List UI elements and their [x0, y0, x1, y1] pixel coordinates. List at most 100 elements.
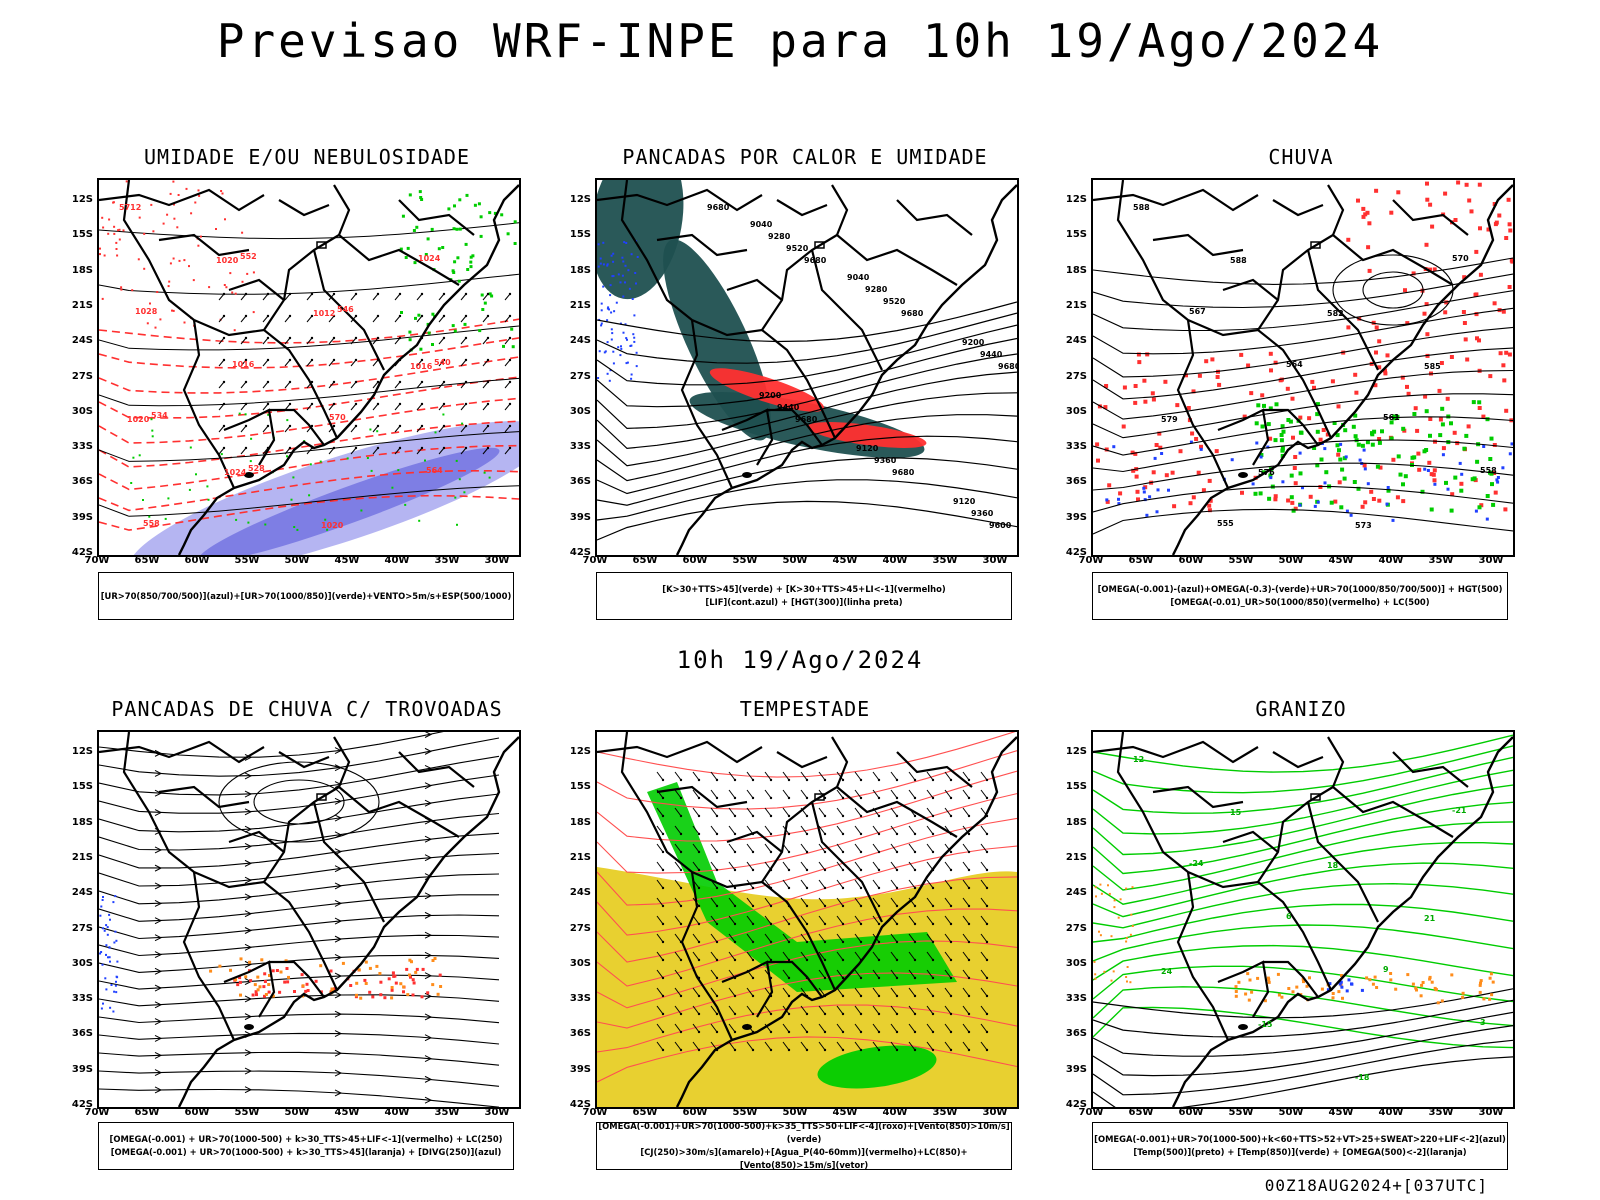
- wind-vector-head: [787, 796, 791, 800]
- field-dot: [455, 227, 459, 231]
- contour-value-label: 15: [1230, 808, 1242, 817]
- field-dot: [1490, 993, 1494, 997]
- border-line: [338, 786, 460, 838]
- field-dot: [1501, 309, 1506, 314]
- field-dot: [1363, 500, 1368, 505]
- wind-vector: [674, 1041, 682, 1051]
- wind-vector-head: [679, 814, 683, 818]
- field-dot: [1475, 336, 1479, 341]
- wind-vector: [240, 293, 247, 301]
- wind-vector-head: [442, 336, 446, 340]
- field-dot: [383, 996, 387, 1000]
- contour-value-label: 1016: [410, 362, 433, 371]
- field-dot: [319, 460, 322, 463]
- field-dot: [1108, 892, 1111, 895]
- field-dot: [452, 271, 456, 274]
- wind-vector-head: [715, 976, 719, 980]
- wind-vector: [782, 933, 790, 943]
- contour-line: [1093, 307, 1513, 355]
- longitude-tick-label: 35W: [1428, 555, 1454, 566]
- wind-vector-head: [769, 796, 773, 800]
- wind-vector-head: [805, 850, 809, 854]
- field-dot: [1385, 502, 1389, 506]
- field-dot: [106, 933, 109, 936]
- panel-title: CHUVA: [1268, 145, 1334, 169]
- wind-vector-head: [697, 886, 701, 890]
- field-dot: [412, 981, 416, 985]
- wind-vector: [872, 789, 880, 799]
- field-dot: [1467, 198, 1472, 203]
- contour-line: [99, 273, 519, 295]
- field-dot: [1341, 996, 1344, 1000]
- wind-vector-head: [697, 904, 701, 908]
- wind-vector-head: [985, 940, 989, 944]
- wind-vector: [818, 861, 826, 871]
- wind-vector: [890, 933, 898, 943]
- contour-line: [597, 732, 1016, 778]
- wind-vector-head: [805, 922, 809, 926]
- field-dot: [1157, 431, 1162, 436]
- field-dot: [108, 913, 111, 916]
- field-dot: [1477, 338, 1481, 343]
- border-line: [767, 960, 823, 998]
- streamline-arrow: [154, 882, 163, 890]
- map-plot: [595, 730, 1019, 1109]
- field-dot: [1156, 488, 1160, 492]
- wind-vector: [800, 897, 808, 907]
- wind-vector: [926, 879, 934, 889]
- field-dot: [1103, 405, 1108, 410]
- wind-vector-head: [288, 424, 292, 428]
- wind-vector: [262, 315, 269, 323]
- wind-vector-head: [949, 850, 953, 854]
- longitude-tick-label: 55W: [732, 555, 758, 566]
- field-dot: [286, 455, 288, 458]
- field-dot: [1424, 448, 1429, 452]
- wind-vector-head: [931, 976, 935, 980]
- wind-vector: [800, 933, 808, 943]
- field-dot: [376, 430, 379, 433]
- contour-line: [597, 1036, 1017, 1083]
- field-dot: [287, 975, 290, 979]
- latitude-tick-label: 39S: [569, 1063, 591, 1075]
- field-dot: [1315, 402, 1320, 407]
- field-dot: [1403, 288, 1407, 293]
- wind-vector-head: [949, 814, 953, 818]
- wind-vector: [328, 425, 335, 433]
- wind-vector: [504, 403, 511, 411]
- wind-vector: [782, 771, 790, 781]
- wind-vector: [980, 825, 988, 835]
- field-dot: [1428, 417, 1433, 421]
- field-dot: [1335, 433, 1340, 438]
- wind-vector-head: [679, 1012, 683, 1016]
- field-dot: [606, 263, 609, 266]
- wind-vector: [890, 861, 898, 871]
- field-dot: [622, 331, 625, 334]
- field-dot: [1280, 448, 1285, 453]
- wind-vector-head: [949, 778, 953, 782]
- field-dot: [478, 329, 482, 333]
- lake-shape: [244, 472, 254, 478]
- wind-vector: [674, 879, 682, 889]
- field-dot: [252, 311, 255, 314]
- latitude-tick-label: 36S: [71, 1028, 93, 1040]
- wind-vector-head: [288, 446, 292, 450]
- wind-vector: [854, 1041, 862, 1051]
- field-dot: [412, 229, 416, 232]
- lake-shape: [742, 472, 752, 478]
- wind-vector: [800, 1023, 808, 1033]
- field-dot: [390, 988, 394, 992]
- contour-line: [1093, 1006, 1513, 1049]
- wind-vector: [800, 825, 808, 835]
- latitude-tick-label: 27S: [1065, 922, 1087, 934]
- lake-shape: [814, 793, 825, 801]
- field-dot: [608, 379, 611, 382]
- field-dot: [602, 263, 605, 266]
- wind-vector: [350, 381, 357, 389]
- wind-vector: [818, 807, 826, 817]
- map-canvas: 9680968096809680968096809600952095209440…: [597, 180, 1017, 555]
- field-dot: [1095, 442, 1100, 447]
- field-dot: [433, 957, 437, 960]
- wind-vector: [262, 293, 269, 301]
- field-dot: [308, 494, 311, 497]
- wind-vector: [944, 789, 952, 799]
